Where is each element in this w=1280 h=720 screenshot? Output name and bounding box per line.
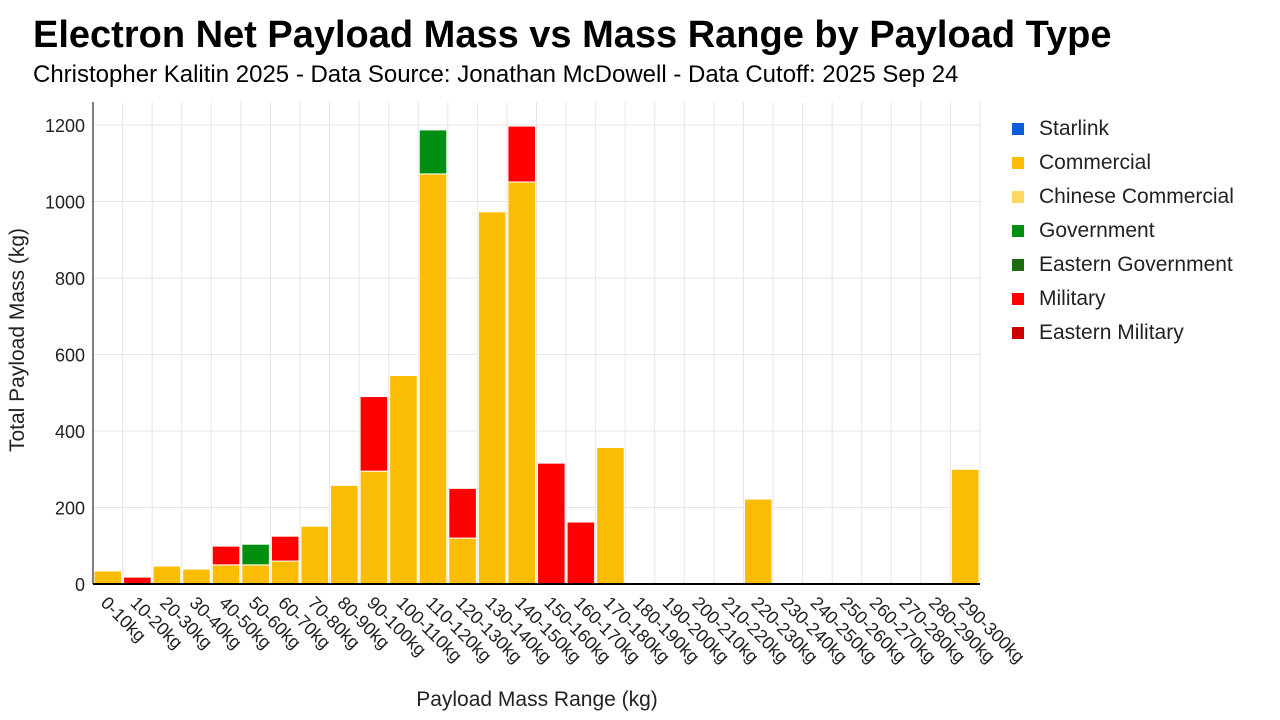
bar-segment: [241, 543, 270, 566]
legend-item[interactable]: Eastern Military: [1012, 316, 1234, 350]
bar-segment: [507, 125, 536, 183]
y-tick-label: 1000: [45, 192, 85, 212]
legend: Starlink Commercial Chinese Commercial Gove…: [1012, 112, 1234, 350]
y-tick-label: 800: [55, 269, 85, 289]
legend-label: Eastern Government: [1039, 253, 1233, 276]
y-tick-label: 1200: [45, 116, 85, 136]
bar-segment: [950, 468, 980, 585]
bar-segment: [211, 545, 241, 566]
bar-segment: [448, 537, 477, 585]
legend-swatch: [1012, 293, 1024, 305]
bar-segment: [300, 525, 330, 585]
y-tick-label: 400: [55, 422, 85, 442]
legend-swatch: [1012, 225, 1024, 237]
chart-title: Electron Net Payload Mass vs Mass Range …: [33, 14, 1112, 56]
legend-label: Military: [1039, 287, 1106, 310]
legend-label: Eastern Military: [1039, 321, 1184, 344]
bar-segment: [537, 462, 566, 585]
bar-segment: [359, 470, 389, 585]
legend-item[interactable]: Starlink: [1012, 112, 1234, 146]
legend-label: Chinese Commercial: [1039, 185, 1234, 208]
bar-segment: [270, 535, 300, 562]
bar-segment: [566, 521, 596, 585]
bar-segment: [241, 564, 270, 585]
legend-item[interactable]: Government: [1012, 214, 1234, 248]
legend-swatch: [1012, 157, 1024, 169]
legend-item[interactable]: Commercial: [1012, 146, 1234, 180]
legend-swatch: [1012, 327, 1024, 339]
bar-segment: [359, 396, 389, 472]
bar-segment: [123, 576, 152, 585]
legend-item[interactable]: Eastern Government: [1012, 248, 1234, 282]
bar-segment: [418, 129, 448, 175]
bar-segment: [448, 487, 477, 539]
legend-label: Government: [1039, 219, 1155, 242]
bar-segment: [152, 565, 182, 585]
bar-segment: [743, 498, 773, 585]
y-axis-label: Total Payload Mass (kg): [6, 228, 29, 452]
y-tick-label: 600: [55, 345, 85, 365]
bar-segment: [507, 181, 536, 585]
chart-subtitle: Christopher Kalitin 2025 - Data Source: …: [33, 61, 959, 88]
legend-item[interactable]: Chinese Commercial: [1012, 180, 1234, 214]
bar-segment: [211, 564, 241, 585]
bar-segment: [418, 173, 448, 585]
legend-label: Commercial: [1039, 151, 1152, 174]
bar-segment: [270, 560, 300, 585]
bar-segment: [477, 211, 507, 585]
y-tick-label: 200: [55, 498, 85, 518]
legend-swatch: [1012, 191, 1024, 203]
legend-label: Starlink: [1039, 117, 1110, 140]
legend-item[interactable]: Military: [1012, 282, 1234, 316]
legend-swatch: [1012, 259, 1024, 271]
bar-segment: [389, 375, 418, 585]
bar-segment: [330, 484, 359, 585]
bar-segment: [93, 570, 123, 585]
bar-segment: [596, 446, 625, 585]
legend-swatch: [1012, 123, 1024, 135]
y-tick-label: 0: [75, 575, 85, 595]
bar-segment: [182, 568, 211, 585]
x-axis-label: Payload Mass Range (kg): [416, 688, 658, 711]
